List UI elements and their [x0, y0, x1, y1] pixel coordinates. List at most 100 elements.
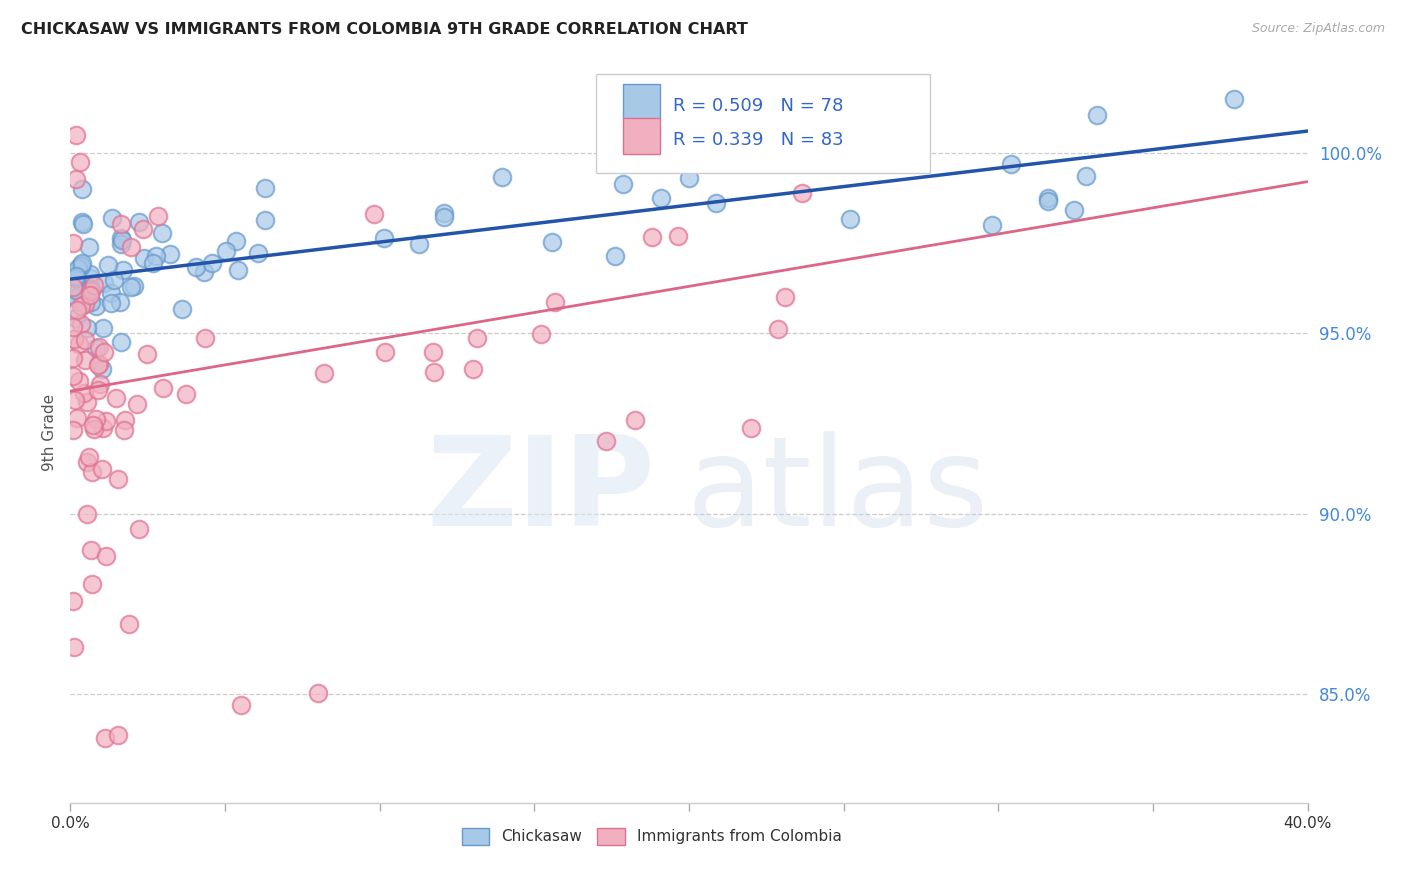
Point	[467, 330, 489, 344]
Point	[69, 154, 91, 169]
Point	[184, 260, 207, 274]
Point	[69, 288, 91, 302]
Point	[93, 276, 115, 290]
Point	[86, 299, 108, 313]
Point	[107, 728, 129, 742]
Point	[100, 296, 122, 310]
Bar	[623, 118, 661, 153]
Point	[132, 222, 155, 236]
Point	[373, 231, 395, 245]
Point	[491, 169, 513, 184]
Point	[65, 269, 87, 284]
Point	[226, 263, 249, 277]
Point	[97, 258, 120, 272]
Point	[79, 267, 101, 281]
Point	[69, 337, 91, 351]
Point	[107, 472, 129, 486]
Point	[65, 128, 87, 142]
Point	[1074, 169, 1097, 183]
Point	[773, 289, 796, 303]
Text: ZIP: ZIP	[426, 432, 655, 552]
Point	[124, 278, 146, 293]
Point	[62, 423, 84, 437]
Point	[110, 335, 132, 350]
Point	[100, 286, 122, 301]
Point	[79, 288, 101, 302]
Point	[766, 322, 789, 336]
Point	[70, 258, 93, 272]
Point	[79, 271, 101, 285]
Point	[73, 353, 96, 368]
Point	[80, 282, 103, 296]
Point	[65, 271, 87, 285]
Point	[76, 321, 98, 335]
Point	[678, 171, 700, 186]
Point	[82, 418, 104, 433]
Point	[253, 180, 276, 194]
Point	[66, 302, 89, 317]
Point	[980, 218, 1002, 232]
Point	[135, 347, 157, 361]
Point	[75, 297, 97, 311]
Point	[91, 462, 114, 476]
Point	[433, 211, 456, 225]
Point	[142, 256, 165, 270]
Point	[152, 381, 174, 395]
Point	[72, 217, 94, 231]
Point	[73, 333, 96, 347]
Point	[194, 331, 217, 345]
Point	[80, 284, 103, 298]
Point	[544, 295, 567, 310]
Point	[114, 413, 136, 427]
Point	[118, 617, 141, 632]
Point	[80, 543, 103, 558]
Point	[704, 196, 727, 211]
Point	[100, 211, 122, 225]
Point	[125, 396, 148, 410]
Point	[641, 230, 664, 244]
Point	[246, 246, 269, 260]
Point	[112, 423, 135, 437]
Text: R = 0.509   N = 78: R = 0.509 N = 78	[673, 97, 844, 115]
Point	[145, 249, 167, 263]
Legend: Chickasaw, Immigrants from Colombia: Chickasaw, Immigrants from Colombia	[456, 822, 848, 851]
Point	[103, 273, 125, 287]
Point	[374, 344, 396, 359]
Point	[76, 455, 98, 469]
Point	[69, 317, 91, 331]
Point	[1000, 157, 1022, 171]
Point	[93, 421, 115, 435]
Point	[789, 128, 811, 142]
Point	[174, 387, 197, 401]
Point	[1038, 191, 1060, 205]
Point	[65, 283, 87, 297]
Text: R = 0.339   N = 83: R = 0.339 N = 83	[673, 131, 844, 149]
Point	[67, 282, 90, 296]
Point	[229, 698, 252, 712]
Point	[72, 182, 94, 196]
Text: CHICKASAW VS IMMIGRANTS FROM COLOMBIA 9TH GRADE CORRELATION CHART: CHICKASAW VS IMMIGRANTS FROM COLOMBIA 9T…	[21, 22, 748, 37]
Point	[201, 256, 224, 270]
Point	[461, 361, 484, 376]
Point	[62, 351, 84, 365]
Point	[307, 686, 329, 700]
Point	[62, 280, 84, 294]
Point	[62, 236, 84, 251]
Point	[104, 391, 127, 405]
Point	[150, 226, 173, 240]
Point	[87, 340, 110, 354]
Point	[193, 264, 215, 278]
Bar	[623, 84, 661, 120]
Point	[70, 299, 93, 313]
Point	[312, 366, 335, 380]
Point	[666, 228, 689, 243]
Point	[1223, 91, 1246, 105]
Point	[65, 311, 87, 326]
Point	[69, 259, 91, 273]
Point	[62, 368, 84, 383]
Point	[363, 207, 385, 221]
Point	[96, 414, 118, 428]
Point	[838, 211, 860, 226]
Point	[94, 549, 117, 563]
Point	[89, 357, 111, 371]
